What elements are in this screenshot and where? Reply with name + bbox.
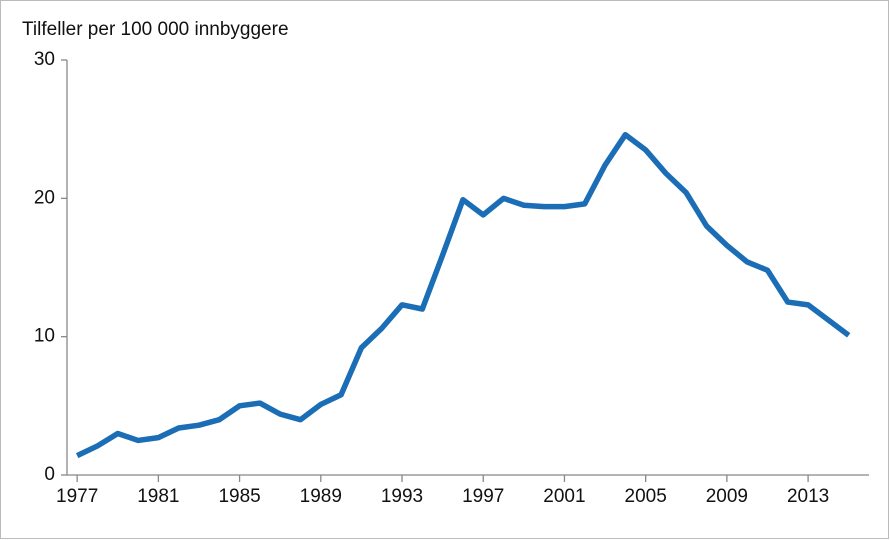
x-tick-label: 2013 <box>787 486 829 507</box>
y-tick-label: 0 <box>44 464 55 485</box>
x-tick-label: 1977 <box>56 486 98 507</box>
y-tick-label: 10 <box>34 326 55 347</box>
x-tick-label: 2009 <box>706 486 748 507</box>
x-tick-label: 1989 <box>300 486 342 507</box>
x-tick-label: 2001 <box>543 486 585 507</box>
data-line <box>75 131 851 459</box>
y-tick-label: 20 <box>34 187 55 208</box>
x-tick-label: 1997 <box>462 486 504 507</box>
y-tick-label: 30 <box>34 49 55 70</box>
x-tick-label: 2005 <box>625 486 667 507</box>
x-tick-label: 1993 <box>381 486 423 507</box>
chart-title: Tilfeller per 100 000 innbyggere <box>22 19 289 40</box>
x-tick-label: 1985 <box>218 486 260 507</box>
x-tick-label: 1981 <box>137 486 179 507</box>
